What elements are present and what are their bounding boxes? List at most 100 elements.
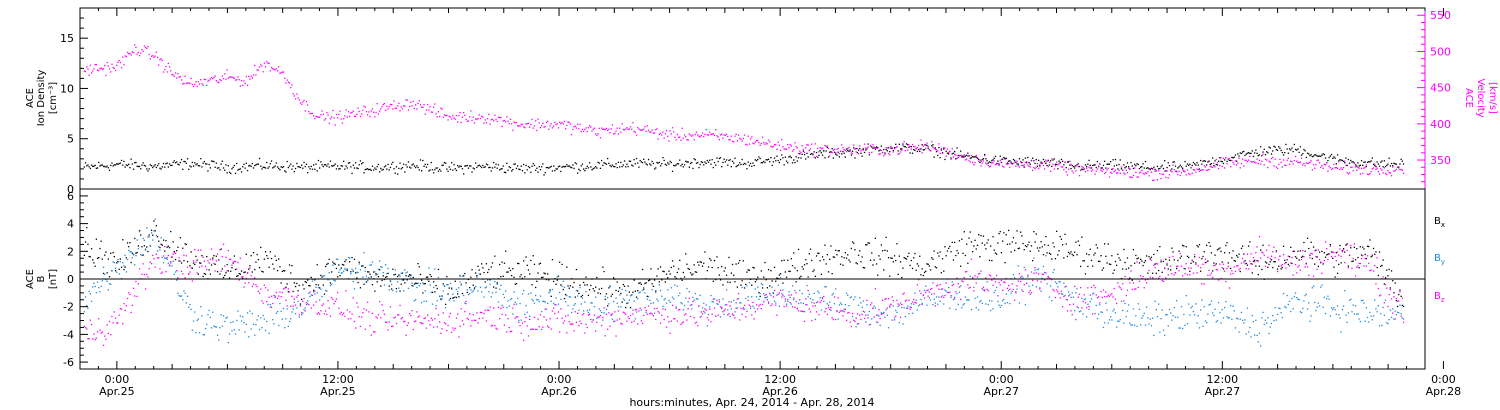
- by-point: [359, 269, 362, 271]
- by-point: [931, 293, 933, 295]
- ion-density-point: [736, 165, 738, 167]
- by-point: [795, 300, 797, 303]
- ion-density-point: [515, 167, 518, 169]
- by-point: [322, 275, 324, 277]
- ion-density-point: [1330, 153, 1333, 156]
- bx-point: [641, 268, 644, 271]
- by-point: [671, 296, 674, 298]
- velocity-point: [208, 79, 210, 81]
- velocity-point: [610, 128, 612, 130]
- ion-density-point: [1382, 166, 1384, 168]
- by-point: [889, 306, 891, 308]
- by-point: [697, 298, 699, 300]
- bx-point: [471, 269, 473, 271]
- by-point: [1114, 312, 1117, 314]
- ion-density-point: [430, 161, 432, 164]
- bx-point: [725, 274, 728, 276]
- ion-density-point: [1230, 159, 1232, 162]
- bz-point: [693, 317, 695, 319]
- bz-point: [281, 291, 283, 294]
- by-point: [1214, 308, 1216, 310]
- ion-density-point: [662, 157, 664, 159]
- velocity-point: [1292, 163, 1294, 165]
- ion-density-point: [590, 166, 592, 168]
- velocity-point: [1052, 163, 1054, 165]
- bx-point: [1285, 261, 1287, 264]
- bz-point: [135, 280, 137, 283]
- bz-point: [592, 319, 594, 321]
- ion-density-point: [506, 162, 508, 164]
- by-point: [548, 292, 550, 294]
- velocity-point: [448, 115, 450, 117]
- by-point: [634, 318, 636, 320]
- bx-point: [1383, 283, 1385, 285]
- ion-density-point: [843, 152, 845, 154]
- velocity-point: [1046, 160, 1048, 163]
- by-point: [1062, 293, 1064, 295]
- ion-density-point: [874, 148, 876, 150]
- bx-point: [270, 257, 273, 260]
- velocity-point: [925, 147, 927, 149]
- by-point: [1174, 316, 1177, 318]
- by-point: [1382, 306, 1384, 309]
- ion-density-point: [1269, 147, 1271, 149]
- velocity-point: [148, 53, 150, 56]
- velocity-point: [1148, 175, 1150, 177]
- ion-density-point: [583, 168, 585, 170]
- bz-point: [161, 271, 163, 273]
- velocity-point: [963, 154, 965, 156]
- bz-point: [134, 295, 136, 297]
- ion-density-point: [319, 167, 321, 169]
- by-point: [641, 289, 644, 291]
- bx-point: [635, 296, 638, 298]
- bx-point: [238, 272, 240, 275]
- ion-density-point: [578, 168, 580, 170]
- velocity-point: [123, 64, 125, 66]
- by-point: [481, 291, 483, 293]
- velocity-point: [183, 82, 185, 85]
- velocity-point: [196, 85, 198, 87]
- ion-density-point: [305, 163, 308, 165]
- ion-density-point: [771, 164, 773, 167]
- ion-density-point: [754, 159, 756, 161]
- ion-density-point: [733, 162, 735, 164]
- velocity-point: [632, 122, 634, 124]
- by-point: [747, 296, 749, 298]
- velocity-point: [724, 134, 726, 136]
- velocity-point: [1358, 167, 1360, 169]
- by-point: [240, 320, 243, 322]
- velocity-point: [741, 140, 743, 142]
- by-point: [1264, 319, 1267, 321]
- bz-point: [620, 322, 622, 325]
- velocity-point: [352, 110, 354, 112]
- bx-point: [1323, 252, 1325, 254]
- by-point: [392, 289, 394, 292]
- ion-density-point: [884, 152, 886, 154]
- by-point: [346, 268, 348, 270]
- velocity-point: [987, 164, 989, 167]
- by-point: [1110, 316, 1112, 318]
- bz-point: [179, 260, 181, 262]
- bz-point: [362, 312, 364, 314]
- by-point: [123, 265, 125, 267]
- bx-point: [482, 267, 484, 269]
- bx-point: [293, 282, 295, 284]
- bz-point: [178, 257, 180, 259]
- bz-point: [343, 312, 345, 314]
- ion-density-point: [1360, 160, 1363, 162]
- ion-density-point: [502, 165, 504, 167]
- velocity-point: [634, 131, 636, 133]
- bz-point: [518, 321, 520, 323]
- ion-density-point: [358, 164, 360, 166]
- by-point: [814, 318, 816, 320]
- bz-point: [704, 308, 706, 310]
- bx-point: [991, 260, 993, 262]
- velocity-point: [586, 130, 588, 133]
- ion-density-point: [1120, 168, 1123, 170]
- by-point: [1358, 318, 1360, 320]
- by-point: [1099, 304, 1101, 306]
- bx-point: [826, 254, 828, 256]
- bz-point: [377, 314, 380, 316]
- bx-point: [889, 275, 891, 277]
- velocity-point: [908, 144, 910, 146]
